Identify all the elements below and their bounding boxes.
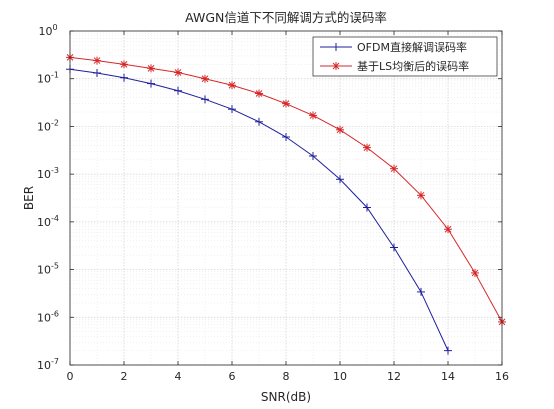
data-point-plus [174,86,182,95]
chart-title: AWGN信道下不同解调方式的误码率 [185,10,387,25]
star-marker-d2 [336,126,344,134]
y-tick-label: 10-1 [37,71,59,86]
data-point-star [336,125,344,134]
legend-star-marker [332,62,340,70]
star-marker-d2 [282,100,290,108]
star-marker-d2 [444,225,452,233]
x-tick-label: 12 [387,370,401,383]
star-marker-d2 [390,165,398,173]
star-marker-d2 [332,62,340,70]
y-tick-label: 10-4 [37,214,59,229]
x-tick-label: 6 [229,370,236,383]
star-marker-d2 [147,64,155,72]
y-tick-label: 100 [38,23,57,38]
x-tick-label: 4 [175,370,182,383]
data-point-plus [444,346,452,355]
data-point-star [390,164,398,173]
star-marker-d2 [201,75,209,83]
data-point-star [174,68,182,77]
ticks-layer: 0 2 4 6 8 10 12 14 16 100 10-1 10-2 10-3 10-4 10-5 10-6… [37,23,509,383]
y-axis-title: BER [22,186,36,210]
y-tick-label: 10-5 [37,262,59,277]
star-marker-d2 [120,60,128,68]
legend-box [312,36,498,77]
x-tick-label: 0 [67,370,74,383]
star-marker-d2 [174,69,182,76]
data-point-star [363,143,371,152]
star-marker-d2 [417,191,425,199]
data-point-plus [309,152,317,161]
x-tick-label: 2 [121,370,128,383]
y-tick-label: 10-6 [37,309,59,324]
series-layer [66,53,506,355]
y-tick-label: 10-2 [37,118,59,133]
data-point-star [147,64,155,73]
data-point-star [120,60,128,69]
y-tick-label: 10-3 [37,166,59,181]
star-marker-d2 [255,90,263,97]
x-tick-label: 8 [283,370,290,383]
data-point-plus [363,203,371,212]
data-point-plus [201,95,209,104]
legend: OFDM直接解调误码率 基于LS均衡后的误码率 [312,36,498,77]
data-point-star [282,99,290,108]
data-point-star [201,74,209,83]
x-axis-title: SNR(dB) [261,390,311,404]
star-marker-d2 [228,81,236,89]
x-tick-label: 14 [441,370,455,383]
data-point-plus [390,243,398,252]
data-point-star [93,56,101,65]
x-tick-label: 16 [495,370,509,383]
legend-plus-marker [332,43,340,51]
legend-marker-ofdm [332,43,340,51]
data-point-plus [282,133,290,142]
star-marker-d2 [309,112,317,119]
data-point-plus [147,79,155,88]
data-point-plus [255,117,263,126]
data-point-plus [228,105,236,114]
data-point-star [471,268,479,277]
x-tick-label: 10 [333,370,347,383]
data-point-plus [336,175,344,184]
data-point-star [444,225,452,234]
legend-marker-ls [332,62,340,70]
legend-label-ls: 基于LS均衡后的误码率 [357,59,469,73]
data-point-star [309,111,317,120]
data-point-plus [120,73,128,82]
data-point-star [417,191,425,200]
star-marker-d2 [363,144,371,151]
y-tick-label: 10-7 [37,357,59,372]
star-marker-d2 [93,57,101,64]
plot-background [70,31,502,365]
data-point-star [228,81,236,90]
data-point-star [255,89,263,98]
star-marker-d2 [471,269,479,277]
data-point-plus [93,68,101,77]
legend-label-ofdm: OFDM直接解调误码率 [357,40,467,54]
data-point-plus [417,287,425,296]
